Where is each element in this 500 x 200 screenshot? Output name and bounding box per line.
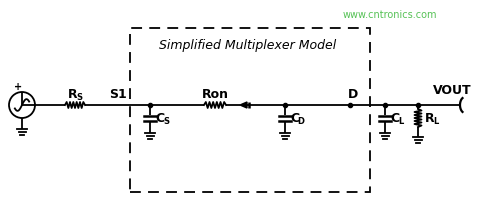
Text: Simplified Multiplexer Model: Simplified Multiplexer Model: [160, 38, 336, 51]
Text: +: +: [14, 82, 22, 92]
Text: L: L: [434, 116, 438, 126]
Text: S1: S1: [109, 88, 127, 100]
Text: D: D: [298, 116, 304, 126]
Text: R: R: [68, 88, 78, 100]
Text: C: C: [290, 112, 300, 124]
Text: VOUT: VOUT: [432, 84, 472, 97]
Text: D: D: [348, 88, 358, 100]
Text: C: C: [156, 112, 164, 124]
Text: S: S: [76, 92, 82, 102]
Text: R: R: [425, 112, 435, 124]
Text: www.cntronics.com: www.cntronics.com: [343, 10, 437, 20]
Text: L: L: [398, 116, 404, 126]
Polygon shape: [240, 102, 247, 108]
Text: Ron: Ron: [202, 88, 228, 100]
Text: S: S: [163, 116, 169, 126]
Text: C: C: [390, 112, 400, 124]
